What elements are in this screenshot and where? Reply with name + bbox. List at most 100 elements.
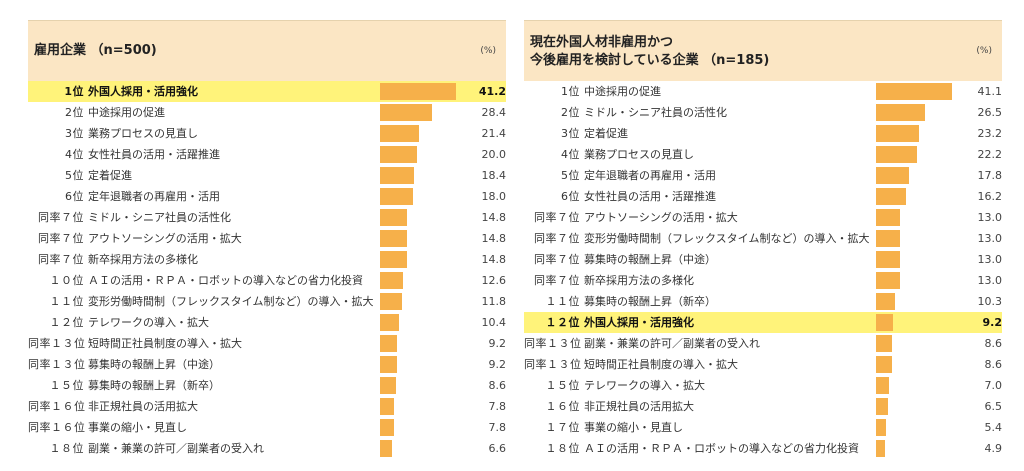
bar xyxy=(380,188,414,205)
rank-label: 同率１３位 xyxy=(28,337,86,350)
bar xyxy=(380,104,433,121)
bar xyxy=(876,251,901,268)
chart-panel-employing: 雇用企業 （n=500) (%) 1位 外国人採用・活用強化 41.2 2位 中途採用の… xyxy=(28,20,506,461)
category-label: 非正規社員の活用拡大 xyxy=(88,400,198,413)
rank-label: １８位 xyxy=(49,442,84,455)
bar xyxy=(876,146,918,163)
bar-row: 同率７位 アウトソーシングの活用・拡大 14.8 xyxy=(28,228,506,249)
rank-label: 同率７位 xyxy=(534,253,580,266)
rank-label: 同率１３位 xyxy=(28,358,86,371)
category-label: 変形労働時間制（フレックスタイム制など）の導入・拡大 xyxy=(584,232,870,245)
category-label: 中途採用の促進 xyxy=(584,85,661,98)
bar xyxy=(876,188,906,205)
bar xyxy=(380,272,404,289)
bar xyxy=(876,377,889,394)
ranking-rows: 1位 中途採用の促進 41.1 2位 ミドル・シニア社員の活性化 26.5 3位 定着促進 23… xyxy=(524,81,1002,461)
rank-label: １２位 xyxy=(49,316,84,329)
bar-row: １１位 募集時の報酬上昇（新卒） 10.3 xyxy=(524,291,1002,312)
bar xyxy=(876,293,896,310)
rank-label: 同率１６位 xyxy=(28,421,86,434)
bar-row: 4位 業務プロセスの見直し 22.2 xyxy=(524,144,1002,165)
value-label: 23.2 xyxy=(977,127,1003,140)
rank-label: 同率７位 xyxy=(38,253,84,266)
unit-label: (%) xyxy=(976,46,992,56)
bar-row: 同率１６位 非正規社員の活用拡大 7.8 xyxy=(28,396,506,417)
rank-label: １１位 xyxy=(49,295,84,308)
bar xyxy=(876,125,919,142)
bar xyxy=(380,125,420,142)
bar xyxy=(380,230,408,247)
value-label: 21.4 xyxy=(481,127,507,140)
value-label: 12.6 xyxy=(481,274,507,287)
bar-row: １８位 副業・兼業の許可／副業者の受入れ 6.6 xyxy=(28,438,506,459)
category-label: 募集時の報酬上昇（新卒） xyxy=(584,295,716,308)
bar xyxy=(380,335,397,352)
value-label: 41.2 xyxy=(478,85,506,98)
category-label: ＡＩの活用・ＲＰＡ・ロボットの導入などの省力化投資 xyxy=(584,442,859,455)
bar-row: １２位 テレワークの導入・拡大 10.4 xyxy=(28,312,506,333)
chart-panel-considering: 現在外国人材非雇用かつ 今後雇用を検討している企業 （n=185) (%) 1位… xyxy=(524,20,1002,461)
bar-row: 同率７位 アウトソーシングの活用・拡大 13.0 xyxy=(524,207,1002,228)
value-label: 16.2 xyxy=(977,190,1003,203)
bar-row: 同率７位 新卒採用方法の多様化 14.8 xyxy=(28,249,506,270)
category-label: アウトソーシングの活用・拡大 xyxy=(584,211,738,224)
value-label: 13.0 xyxy=(977,232,1003,245)
category-label: 外国人採用・活用強化 xyxy=(584,316,694,329)
value-label: 22.2 xyxy=(977,148,1003,161)
unit-label: (%) xyxy=(480,46,496,56)
bar-row: 6位 女性社員の活用・活躍推進 16.2 xyxy=(524,186,1002,207)
category-label: 事業の縮小・見直し xyxy=(584,421,683,434)
value-label: 41.1 xyxy=(977,85,1003,98)
rank-label: １７位 xyxy=(545,421,580,434)
category-label: 事業の縮小・見直し xyxy=(88,421,187,434)
value-label: 13.0 xyxy=(977,253,1003,266)
bar-row: 同率７位 ミドル・シニア社員の活性化 14.8 xyxy=(28,207,506,228)
value-label: 13.0 xyxy=(977,274,1003,287)
value-label: 7.8 xyxy=(488,400,507,413)
category-label: 変形労働時間制（フレックスタイム制など）の導入・拡大 xyxy=(88,295,374,308)
bar xyxy=(876,209,901,226)
category-label: 短時間正社員制度の導入・拡大 xyxy=(584,358,738,371)
rank-label: 1位 xyxy=(561,85,580,98)
bar xyxy=(876,398,889,415)
value-label: 5.4 xyxy=(984,421,1003,434)
panel-title: 雇用企業 （n=500) xyxy=(34,43,157,58)
rank-label: １５位 xyxy=(545,379,580,392)
rank-label: 1位 xyxy=(64,85,84,98)
value-label: 7.8 xyxy=(488,421,507,434)
bar-row: １６位 非正規社員の活用拡大 6.5 xyxy=(524,396,1002,417)
value-label: 18.0 xyxy=(481,190,507,203)
bar xyxy=(380,83,456,100)
bar xyxy=(380,377,396,394)
rank-label: 同率７位 xyxy=(38,211,84,224)
value-label: 28.4 xyxy=(481,106,507,119)
bar-row: １５位 募集時の報酬上昇（新卒） 8.6 xyxy=(28,375,506,396)
bar xyxy=(876,335,892,352)
bar-row: 6位 定年退職者の再雇用・活用 18.0 xyxy=(28,186,506,207)
panel-header: 現在外国人材非雇用かつ 今後雇用を検討している企業 （n=185) (%) xyxy=(524,20,1002,81)
category-label: 定着促進 xyxy=(88,169,132,182)
category-label: 定年退職者の再雇用・活用 xyxy=(584,169,716,182)
rank-label: 同率１６位 xyxy=(28,400,86,413)
bar xyxy=(380,293,402,310)
bar xyxy=(380,419,395,436)
bar xyxy=(876,356,892,373)
bar xyxy=(380,209,408,226)
category-label: アウトソーシングの活用・拡大 xyxy=(88,232,242,245)
panel-header: 雇用企業 （n=500) (%) xyxy=(28,20,506,81)
bar-row: 2位 中途採用の促進 28.4 xyxy=(28,102,506,123)
rank-label: １１位 xyxy=(545,295,580,308)
bar-row: 同率１３位 募集時の報酬上昇（中途） 9.2 xyxy=(28,354,506,375)
bar-row: １５位 テレワークの導入・拡大 7.0 xyxy=(524,375,1002,396)
category-label: 業務プロセスの見直し xyxy=(584,148,694,161)
bar-row: １２位 外国人採用・活用強化 9.2 xyxy=(524,312,1002,333)
category-label: 外国人採用・活用強化 xyxy=(88,85,198,98)
value-label: 8.6 xyxy=(488,379,507,392)
rank-label: 3位 xyxy=(561,127,580,140)
bar-row: 同率１３位 短時間正社員制度の導入・拡大 9.2 xyxy=(28,333,506,354)
bar-row: 同率７位 変形労働時間制（フレックスタイム制など）の導入・拡大 13.0 xyxy=(524,228,1002,249)
category-label: 業務プロセスの見直し xyxy=(88,127,198,140)
bar-row: １０位 ＡＩの活用・ＲＰＡ・ロボットの導入などの省力化投資 12.6 xyxy=(28,270,506,291)
rank-label: 同率７位 xyxy=(534,211,580,224)
bar xyxy=(876,272,901,289)
